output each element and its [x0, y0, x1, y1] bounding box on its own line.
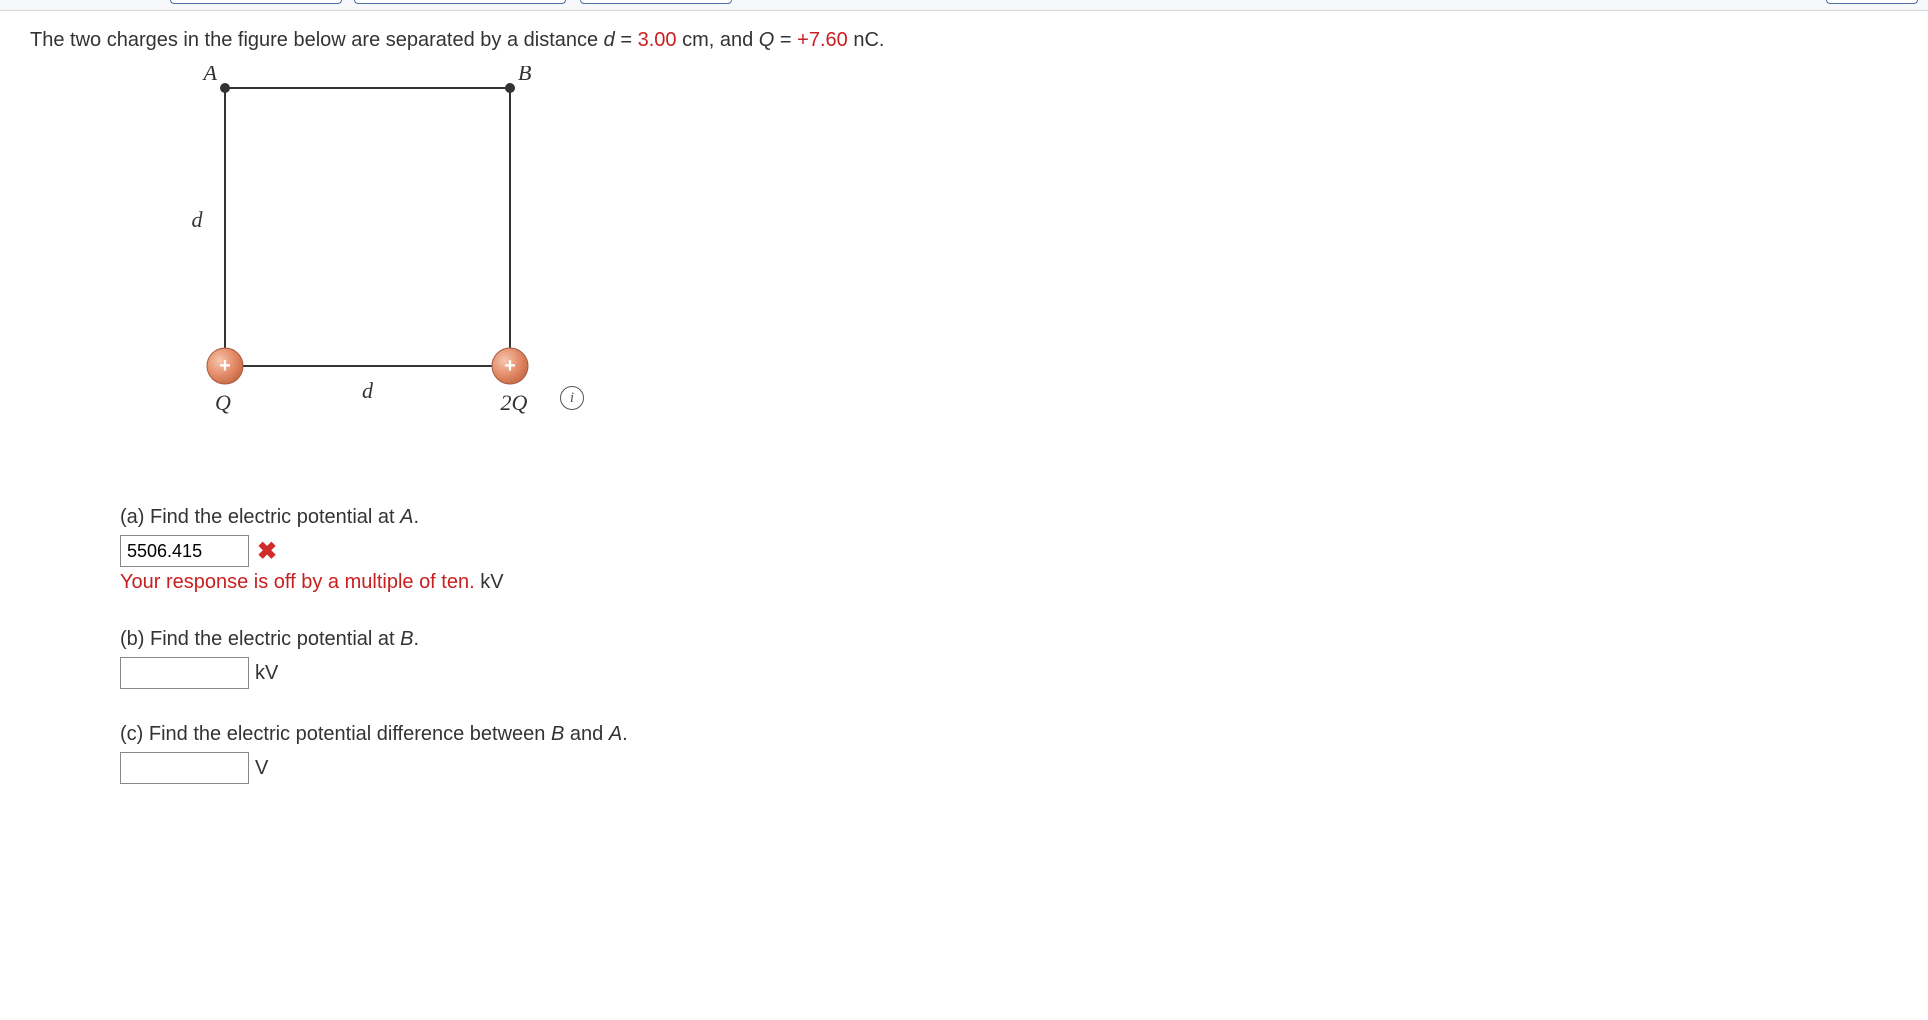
var-Q: Q: [759, 29, 775, 51]
top-divider: [0, 0, 1928, 11]
problem-text: The two charges in the figure below are …: [30, 29, 604, 51]
period: .: [413, 628, 419, 650]
svg-text:+: +: [219, 355, 231, 377]
prompt-text: (b) Find the electric potential at: [120, 628, 400, 650]
point-A: A: [400, 506, 413, 528]
point-B: B: [400, 628, 413, 650]
Q-unit: nC.: [848, 29, 885, 51]
problem-statement: The two charges in the figure below are …: [30, 29, 1898, 52]
wrong-icon: ✖: [257, 537, 277, 566]
info-icon[interactable]: i: [560, 386, 584, 410]
unit-label: kV: [255, 662, 278, 685]
svg-text:B: B: [518, 66, 531, 85]
top-pill: [354, 0, 566, 4]
part-c: (c) Find the electric potential differen…: [120, 723, 1898, 784]
part-b-input[interactable]: [120, 657, 249, 689]
point-B: B: [551, 723, 564, 745]
svg-text:A: A: [202, 66, 218, 85]
svg-text:d: d: [192, 207, 204, 232]
prompt-text: (c) Find the electric potential differen…: [120, 723, 551, 745]
svg-text:Q: Q: [215, 390, 231, 415]
figure-diagram: + + A Bd d Q 2Q i: [170, 66, 590, 466]
point-A: A: [609, 723, 622, 745]
part-a-prompt: (a) Find the electric potential at A.: [120, 506, 1898, 529]
period: .: [622, 723, 628, 745]
prompt-text: (a) Find the electric potential at: [120, 506, 400, 528]
unit-label: kV: [475, 571, 504, 593]
svg-text:2Q: 2Q: [501, 390, 528, 415]
part-a-feedback: Your response is off by a multiple of te…: [120, 571, 1898, 594]
unit-label: V: [255, 757, 268, 780]
part-a: (a) Find the electric potential at A. ✖ …: [120, 506, 1898, 594]
Q-value: +7.60: [797, 29, 848, 51]
equals-2: =: [774, 29, 797, 51]
part-b-prompt: (b) Find the electric potential at B.: [120, 628, 1898, 651]
part-b: (b) Find the electric potential at B. kV: [120, 628, 1898, 689]
feedback-text: Your response is off by a multiple of te…: [120, 571, 475, 593]
part-c-input[interactable]: [120, 752, 249, 784]
part-c-prompt: (c) Find the electric potential differen…: [120, 723, 1898, 746]
svg-text:d: d: [362, 378, 374, 403]
part-a-input[interactable]: [120, 535, 249, 567]
svg-text:+: +: [504, 355, 516, 377]
d-value: 3.00: [638, 29, 677, 51]
top-pill: [580, 0, 732, 4]
equals: =: [615, 29, 638, 51]
top-pill: [1826, 0, 1918, 4]
mid-text: and: [564, 723, 608, 745]
period: .: [413, 506, 419, 528]
top-pill: [170, 0, 342, 4]
var-d: d: [604, 29, 615, 51]
d-unit: cm, and: [677, 29, 759, 51]
